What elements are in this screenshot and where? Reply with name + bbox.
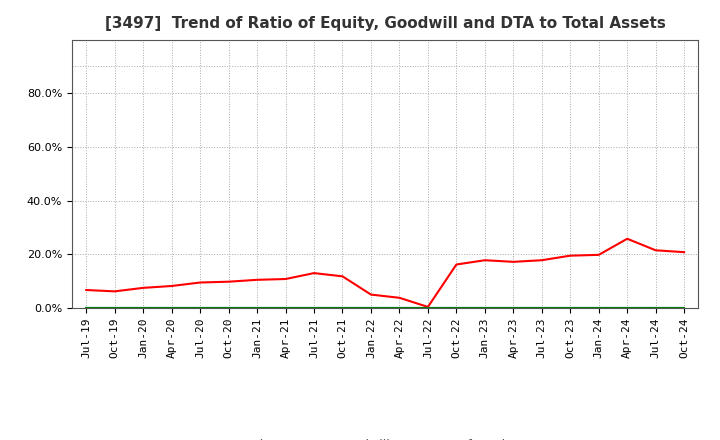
Deferred Tax Assets <box>680 305 688 311</box>
Equity <box>566 253 575 258</box>
Deferred Tax Assets <box>82 305 91 311</box>
Goodwill <box>509 305 518 311</box>
Equity <box>282 276 290 282</box>
Goodwill <box>110 305 119 311</box>
Deferred Tax Assets <box>225 305 233 311</box>
Deferred Tax Assets <box>167 305 176 311</box>
Line: Equity: Equity <box>86 239 684 307</box>
Deferred Tax Assets <box>652 305 660 311</box>
Equity <box>196 280 204 285</box>
Equity <box>366 292 375 297</box>
Equity <box>423 304 432 310</box>
Deferred Tax Assets <box>338 305 347 311</box>
Goodwill <box>253 305 261 311</box>
Equity <box>652 248 660 253</box>
Equity <box>509 259 518 264</box>
Goodwill <box>139 305 148 311</box>
Goodwill <box>537 305 546 311</box>
Goodwill <box>366 305 375 311</box>
Equity <box>395 295 404 301</box>
Goodwill <box>196 305 204 311</box>
Equity <box>595 252 603 257</box>
Goodwill <box>480 305 489 311</box>
Equity <box>623 236 631 242</box>
Deferred Tax Assets <box>253 305 261 311</box>
Deferred Tax Assets <box>480 305 489 311</box>
Deferred Tax Assets <box>282 305 290 311</box>
Deferred Tax Assets <box>366 305 375 311</box>
Goodwill <box>338 305 347 311</box>
Deferred Tax Assets <box>537 305 546 311</box>
Equity <box>139 285 148 290</box>
Equity <box>537 257 546 263</box>
Goodwill <box>167 305 176 311</box>
Equity <box>680 249 688 255</box>
Equity <box>452 262 461 267</box>
Goodwill <box>225 305 233 311</box>
Deferred Tax Assets <box>509 305 518 311</box>
Deferred Tax Assets <box>139 305 148 311</box>
Equity <box>167 283 176 289</box>
Goodwill <box>282 305 290 311</box>
Deferred Tax Assets <box>310 305 318 311</box>
Deferred Tax Assets <box>623 305 631 311</box>
Equity <box>338 274 347 279</box>
Goodwill <box>680 305 688 311</box>
Goodwill <box>82 305 91 311</box>
Deferred Tax Assets <box>566 305 575 311</box>
Equity <box>82 287 91 293</box>
Deferred Tax Assets <box>196 305 204 311</box>
Deferred Tax Assets <box>395 305 404 311</box>
Goodwill <box>423 305 432 311</box>
Equity <box>253 277 261 282</box>
Legend: Equity, Goodwill, Deferred Tax Assets: Equity, Goodwill, Deferred Tax Assets <box>191 434 580 440</box>
Goodwill <box>566 305 575 311</box>
Title: [3497]  Trend of Ratio of Equity, Goodwill and DTA to Total Assets: [3497] Trend of Ratio of Equity, Goodwil… <box>105 16 665 32</box>
Goodwill <box>652 305 660 311</box>
Deferred Tax Assets <box>452 305 461 311</box>
Goodwill <box>452 305 461 311</box>
Equity <box>310 271 318 276</box>
Deferred Tax Assets <box>110 305 119 311</box>
Goodwill <box>623 305 631 311</box>
Equity <box>225 279 233 284</box>
Equity <box>110 289 119 294</box>
Goodwill <box>310 305 318 311</box>
Goodwill <box>395 305 404 311</box>
Goodwill <box>595 305 603 311</box>
Deferred Tax Assets <box>423 305 432 311</box>
Equity <box>480 257 489 263</box>
Deferred Tax Assets <box>595 305 603 311</box>
